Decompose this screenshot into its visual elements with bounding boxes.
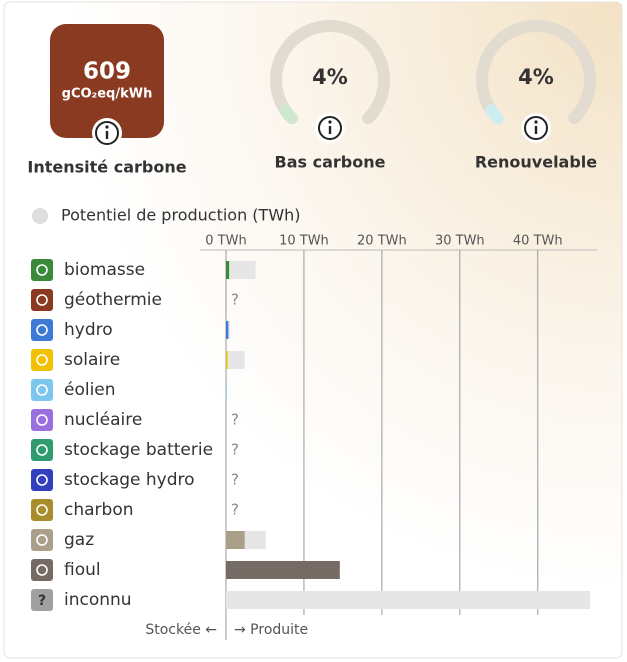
info-ring [318,116,342,140]
intensity-value: 609 [83,59,131,85]
x-tick-label: 40 TWh [513,234,563,249]
production-bar [226,261,230,279]
toggle[interactable] [32,208,48,224]
icon-glyph [36,504,48,516]
category-icon [31,439,53,461]
category-label: nucléaire [64,410,142,430]
production-bar [226,561,340,579]
icon-glyph [36,384,48,396]
category-icon [31,589,53,611]
production-bar [226,351,228,369]
x-tick-label: 10 TWh [279,234,329,249]
category-label: hydro [64,320,113,340]
icon-glyph [36,444,48,456]
production-bar [226,381,227,399]
category-icon [31,469,53,491]
category-label: gaz [64,530,94,550]
gauge-value [485,104,504,125]
info-dot [328,120,332,124]
gauge-value-label: 4% [312,65,348,89]
intensity-unit: gCO₂eq/kWh [62,87,153,102]
icon-glyph [36,294,48,306]
category-label: solaire [64,350,120,370]
gauge-value-label: 4% [518,65,554,89]
axis-label-positive: → Produite [234,622,308,638]
gauge-track [270,20,390,125]
category-label: inconnu [64,590,132,610]
production-bar [226,321,229,339]
x-tick-label: 30 TWh [435,234,485,249]
missing-value: ? [231,411,239,429]
icon-glyph [36,354,48,366]
icon-glyph [36,534,48,546]
category-icon [31,559,53,581]
missing-value: ? [231,441,239,459]
icon-glyph: ? [38,593,46,609]
icon-glyph [36,324,48,336]
capacity-bar [226,261,256,279]
gauge-value [279,104,298,125]
axis-label-negative: Stockée ← [145,622,217,638]
category-icon [31,409,53,431]
card [3,1,623,659]
capacity-bar [226,351,245,369]
icon-glyph [36,414,48,426]
production-bar [226,531,245,549]
category-label: géothermie [64,290,162,310]
missing-value: ? [231,291,239,309]
chart-title: Potentiel de production (TWh) [61,206,301,225]
info-ring [95,121,119,145]
category-icon [31,289,53,311]
category-label: éolien [64,380,116,400]
capacity-bar [226,591,590,609]
x-tick-label: 0 TWh [205,234,246,249]
info-dot [105,125,109,129]
category-label: stockage hydro [64,470,195,490]
icon-glyph [36,564,48,576]
x-tick-label: 20 TWh [357,234,407,249]
category-icon [31,259,53,281]
category-label: fioul [64,560,101,580]
category-label: stockage batterie [64,440,213,460]
category-icon [31,499,53,521]
intensity-box [50,24,164,138]
icon-glyph [36,264,48,276]
gauge-label: Renouvelable [475,153,597,172]
gauge-label: Bas carbone [275,153,386,172]
gauge-track [476,20,596,125]
category-icon [31,529,53,551]
icon-glyph [36,474,48,486]
category-label: biomasse [64,260,145,280]
category-icon [31,349,53,371]
info-dot [534,120,538,124]
intensity-label: Intensité carbone [27,158,186,177]
category-icon [31,319,53,341]
category-label: charbon [64,500,134,520]
missing-value: ? [231,471,239,489]
info-ring [524,116,548,140]
category-icon [31,379,53,401]
missing-value: ? [231,501,239,519]
